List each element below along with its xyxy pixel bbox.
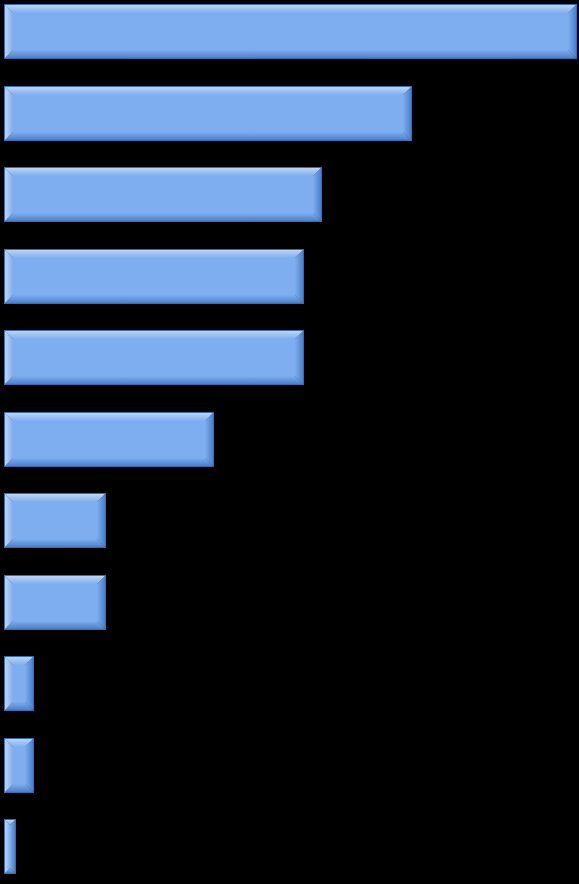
bar-5 (4, 330, 304, 385)
bar-9 (4, 656, 34, 711)
bar-4 (4, 249, 304, 304)
horizontal-bar-chart (0, 0, 579, 884)
bar-10 (4, 738, 34, 793)
bar-8 (4, 575, 106, 630)
bar-2 (4, 86, 412, 141)
bar-1 (4, 4, 577, 59)
bar-11 (4, 819, 16, 874)
bar-3 (4, 167, 322, 222)
bar-7 (4, 493, 106, 548)
bar-6 (4, 412, 214, 467)
